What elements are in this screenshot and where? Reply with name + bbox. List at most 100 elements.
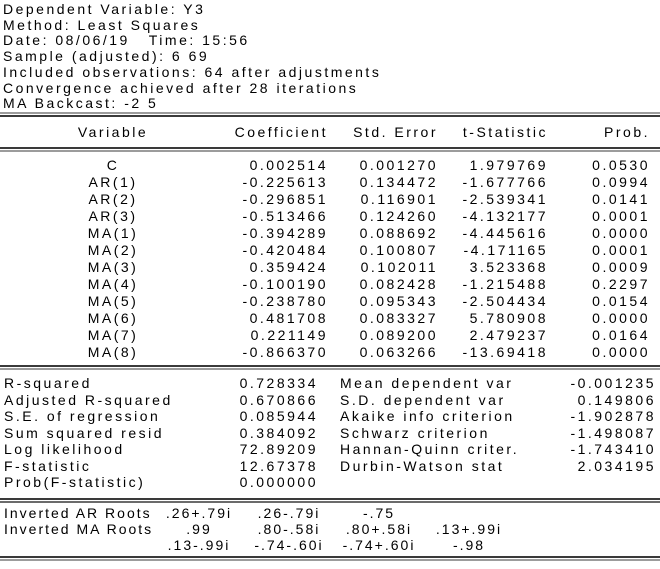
roots-label: Inverted AR Roots bbox=[4, 505, 152, 522]
stat-value bbox=[550, 474, 656, 491]
variable-cell: MA(5) bbox=[87, 292, 139, 309]
stat-value: -1.498087 bbox=[570, 424, 656, 441]
prob-cell: 0.0530 bbox=[592, 156, 650, 173]
method-line: Method: Least Squares bbox=[3, 16, 201, 33]
variable-cell: AR(1) bbox=[88, 173, 138, 190]
stat-label: Akaike info criterion bbox=[340, 408, 515, 425]
roots-label: Inverted MA Roots bbox=[4, 521, 154, 538]
t-statistic-cell: -4.171165 bbox=[463, 241, 548, 258]
variable-cell: MA(8) bbox=[87, 343, 139, 360]
std-error-cell: 0.095343 bbox=[359, 292, 438, 309]
divider-summary bbox=[0, 364, 660, 370]
root-value bbox=[424, 505, 514, 521]
coef-row-ma7: MA(7) 0.221149 0.089200 2.479237 0.0164 bbox=[0, 327, 660, 344]
summary-row: F-statistic 12.67378 Durbin-Watson stat … bbox=[0, 458, 660, 475]
root-value: .99 bbox=[186, 521, 212, 538]
root-value: -.74-.60i bbox=[254, 537, 324, 554]
stat-label: Durbin-Watson stat bbox=[340, 457, 505, 474]
std-error-cell: 0.063266 bbox=[359, 343, 438, 360]
variable-cell: MA(1) bbox=[87, 224, 139, 241]
stat-label: Log likelihood bbox=[4, 441, 125, 458]
coefficient-cell: 0.221149 bbox=[250, 326, 328, 343]
coef-table-body: C 0.002514 0.001270 1.979769 0.0530 AR(1… bbox=[0, 152, 660, 365]
variable-cell: AR(2) bbox=[88, 190, 138, 207]
divider-roots bbox=[0, 498, 660, 504]
variable-cell: MA(7) bbox=[87, 326, 139, 343]
stat-label: Schwarz criterion bbox=[340, 424, 490, 441]
coef-row-ma3: MA(3) 0.359424 0.102011 3.523368 0.0009 bbox=[0, 259, 660, 276]
std-error-cell: 0.116901 bbox=[360, 190, 438, 207]
col-header-t-statistic: t-Statistic bbox=[462, 123, 548, 140]
coefficient-cell: 0.481708 bbox=[249, 309, 328, 326]
coef-row-ma6: MA(6) 0.481708 0.083327 5.780908 0.0000 bbox=[0, 310, 660, 327]
coef-row-c: C 0.002514 0.001270 1.979769 0.0530 bbox=[0, 157, 660, 174]
prob-cell: 0.0164 bbox=[592, 326, 650, 343]
coef-row-ar3: AR(3) -0.513466 0.124260 -4.132177 0.000… bbox=[0, 208, 660, 225]
t-statistic-cell: -2.504434 bbox=[462, 292, 548, 309]
root-value: -.74+.60i bbox=[342, 537, 416, 554]
t-statistic-cell: -13.69418 bbox=[462, 343, 548, 360]
stat-value: -0.001235 bbox=[570, 374, 656, 391]
summary-statistics: R-squared 0.728334 Mean dependent var -0… bbox=[0, 370, 660, 498]
root-value: .80+.58i bbox=[345, 521, 413, 538]
stat-label: Mean dependent var bbox=[340, 374, 514, 391]
observations-line: Included observations: 64 after adjustme… bbox=[3, 63, 382, 80]
coefficient-cell: -0.513466 bbox=[242, 207, 328, 224]
coef-row-ma4: MA(4) -0.100190 0.082428 -1.215488 0.229… bbox=[0, 276, 660, 293]
col-header-variable: Variable bbox=[77, 123, 149, 140]
coefficient-cell: -0.420484 bbox=[242, 241, 328, 258]
prob-cell: 0.2297 bbox=[592, 275, 650, 292]
t-statistic-cell: -2.539341 bbox=[462, 190, 548, 207]
summary-row: Sum squared resid 0.384092 Schwarz crite… bbox=[0, 425, 660, 442]
coefficient-cell: -0.238780 bbox=[242, 292, 328, 309]
stat-value: 0.384092 bbox=[239, 424, 318, 441]
stat-value: -1.743410 bbox=[570, 441, 656, 458]
dependent-variable-line: Dependent Variable: Y3 bbox=[3, 1, 206, 17]
variable-cell: MA(4) bbox=[87, 275, 139, 292]
stat-value: 0.000000 bbox=[239, 474, 318, 491]
std-error-cell: 0.124260 bbox=[359, 207, 438, 224]
coefficient-cell: -0.296851 bbox=[242, 190, 328, 207]
col-header-prob: Prob. bbox=[604, 123, 650, 140]
variable-cell: MA(6) bbox=[87, 309, 139, 326]
std-error-cell: 0.082428 bbox=[359, 275, 438, 292]
summary-row: Prob(F-statistic) 0.000000 bbox=[0, 474, 660, 491]
summary-row: S.E. of regression 0.085944 Akaike info … bbox=[0, 408, 660, 425]
prob-cell: 0.0000 bbox=[592, 343, 650, 360]
stat-label: Sum squared resid bbox=[4, 424, 165, 441]
prob-cell: 0.0000 bbox=[592, 224, 650, 241]
prob-cell: 0.0141 bbox=[592, 190, 650, 207]
prob-cell: 0.0154 bbox=[592, 292, 650, 309]
summary-row: Adjusted R-squared 0.670866 S.D. depende… bbox=[0, 392, 660, 409]
t-statistic-cell: -4.132177 bbox=[462, 207, 548, 224]
t-statistic-cell: 3.523368 bbox=[469, 258, 548, 275]
stat-value: 2.034195 bbox=[577, 457, 656, 474]
ma-backcast-line: MA Backcast: -2 5 bbox=[3, 95, 159, 112]
stat-label: F-statistic bbox=[4, 457, 92, 474]
stat-value: -1.902878 bbox=[570, 408, 656, 425]
estimation-header: Dependent Variable: Y3 Method: Least Squ… bbox=[0, 0, 660, 112]
inverted-ma-roots-continued-row: .13-.99i -.74-.60i -.74+.60i -.98 bbox=[0, 537, 660, 553]
std-error-cell: 0.100807 bbox=[359, 241, 438, 258]
stat-label: Hannan-Quinn criter. bbox=[340, 441, 520, 458]
t-statistic-cell: -1.677766 bbox=[462, 173, 548, 190]
prob-cell: 0.0001 bbox=[592, 207, 650, 224]
coef-row-ma2: MA(2) -0.420484 0.100807 -4.171165 0.000… bbox=[0, 242, 660, 259]
coefficient-cell: 0.359424 bbox=[249, 258, 328, 275]
stat-label bbox=[318, 474, 550, 491]
prob-cell: 0.0009 bbox=[592, 258, 650, 275]
std-error-cell: 0.001270 bbox=[359, 156, 438, 173]
t-statistic-cell: -4.445616 bbox=[462, 224, 548, 241]
sample-line: Sample (adjusted): 6 69 bbox=[3, 48, 210, 65]
divider-bottom bbox=[0, 555, 660, 561]
root-value: .80-.58i bbox=[257, 521, 321, 538]
stat-value: 12.67378 bbox=[239, 457, 318, 474]
inverted-ar-roots-row: Inverted AR Roots .26+.79i .26-.79i -.75 bbox=[0, 505, 660, 521]
coefficient-cell: -0.394289 bbox=[242, 224, 328, 241]
inverted-ma-roots-row: Inverted MA Roots .99 .80-.58i .80+.58i … bbox=[0, 521, 660, 537]
convergence-line: Convergence achieved after 28 iterations bbox=[3, 79, 359, 96]
divider-top bbox=[0, 111, 660, 117]
std-error-cell: 0.088692 bbox=[359, 224, 438, 241]
coef-row-ar2: AR(2) -0.296851 0.116901 -2.539341 0.014… bbox=[0, 191, 660, 208]
